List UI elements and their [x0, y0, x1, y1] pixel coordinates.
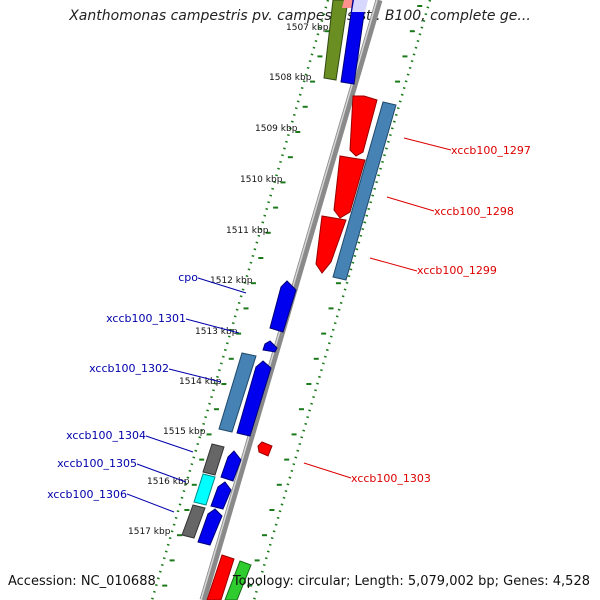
blue-arrow-1304	[220, 450, 242, 482]
blue-arrow-1306	[197, 508, 223, 546]
leader-xccb100-1297	[403, 137, 452, 151]
gene-cpo-arrow[interactable]	[269, 280, 297, 333]
ruler-label-1509: 1509 kbp	[255, 124, 298, 134]
blue-feature-top	[340, 0, 367, 85]
gene-xccb100-1302-blue-arrow[interactable]	[236, 360, 272, 437]
ruler-labels: 1507 kbp 1508 kbp 1509 kbp 1510 kbp 1511…	[128, 23, 329, 537]
gene-xccb100-1298-arrow[interactable]	[333, 155, 366, 219]
map-title: Xanthomonas campestris pv. campestris st…	[69, 8, 531, 24]
gene-label-xccb100-1305: xccb100_1305	[57, 457, 137, 470]
leader-xccb100-1298	[386, 196, 435, 212]
gene-xccb100-1297-arrow[interactable]	[349, 95, 378, 157]
ruler-label-1511: 1511 kbp	[226, 226, 269, 236]
topology-text: Topology: circular; Length: 5,079,002 bp…	[232, 574, 590, 589]
gene-xccb100-1299-arrow[interactable]	[315, 215, 347, 274]
leader-xccb100-1303	[303, 462, 352, 479]
gene-xccb100-1305-cyan[interactable]	[193, 473, 216, 506]
gene-label-xccb100-1304: xccb100_1304	[66, 429, 146, 442]
gene-label-xccb100-1299: xccb100_1299	[417, 264, 497, 277]
steel-blue-gene-upper	[332, 101, 397, 281]
gene-xccb100-1301-arrow[interactable]	[262, 340, 278, 353]
gene-label-xccb100-1302: xccb100_1302	[89, 362, 169, 375]
ruler-label-1514: 1514 kbp	[179, 377, 222, 387]
light-feature-top	[352, 0, 368, 12]
ruler-label-1513: 1513 kbp	[195, 327, 238, 337]
olive-feature-top	[323, 0, 349, 81]
leader-xccb100-1305	[136, 463, 187, 483]
gene-xccb100-1306-grey[interactable]	[181, 504, 206, 539]
ruler-label-1510: 1510 kbp	[240, 175, 283, 185]
gene-label-xccb100-1297: xccb100_1297	[451, 144, 531, 157]
leader-xccb100-1306	[126, 493, 175, 513]
green-feature-bottom	[224, 560, 252, 600]
gene-label-xccb100-1303: xccb100_1303	[351, 472, 431, 485]
ruler-label-1507: 1507 kbp	[286, 23, 329, 33]
accession-text: Accession: NC_010688	[8, 574, 156, 589]
leader-cpo	[197, 277, 247, 294]
gene-label-xccb100-1306: xccb100_1306	[47, 488, 127, 501]
gene-label-cpo: cpo	[178, 271, 198, 284]
inner-guide-line	[150, 0, 330, 600]
ruler-label-1517: 1517 kbp	[128, 527, 171, 537]
blue-arrow-1305	[210, 481, 232, 510]
leader-xccb100-1299	[369, 257, 418, 272]
leader-xccb100-1302	[168, 368, 222, 383]
right-leader-lines	[303, 137, 452, 479]
gene-label-xccb100-1301: xccb100_1301	[106, 312, 186, 325]
ruler-label-1515: 1515 kbp	[163, 427, 206, 437]
leader-xccb100-1304	[145, 435, 194, 453]
red-feature-bottom	[206, 554, 235, 600]
ruler-label-1516: 1516 kbp	[147, 477, 190, 487]
gene-xccb100-1304-grey[interactable]	[202, 443, 225, 476]
gene-xccb100-1303-arrow[interactable]	[257, 441, 273, 457]
gene-label-xccb100-1298: xccb100_1298	[434, 205, 514, 218]
ruler-label-1512: 1512 kbp	[210, 276, 253, 286]
leader-xccb100-1301	[185, 318, 240, 334]
ruler-label-1508: 1508 kbp	[269, 73, 312, 83]
gene-xccb100-1302-steel[interactable]	[218, 352, 257, 433]
left-leader-lines	[126, 277, 247, 513]
